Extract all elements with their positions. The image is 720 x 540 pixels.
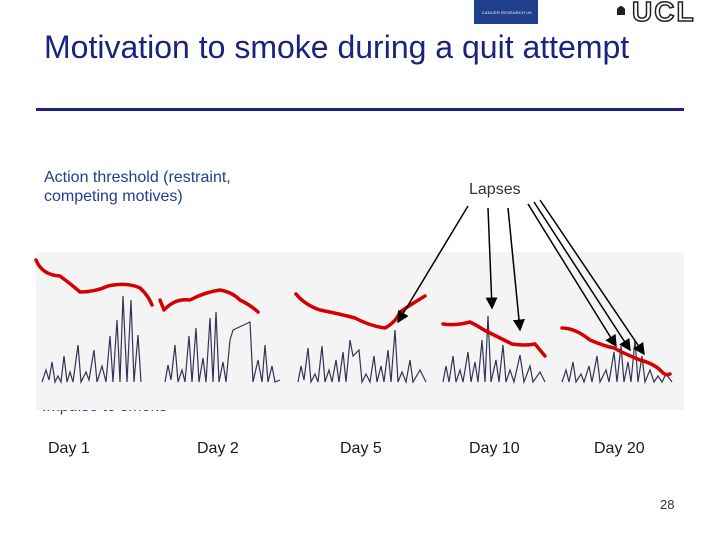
slide-title: Motivation to smoke during a quit attemp… <box>44 29 630 65</box>
day-label: Day 20 <box>594 440 645 457</box>
impulse-trace-day-2 <box>164 311 281 383</box>
threshold-line-day-2 <box>158 288 260 314</box>
ucl-logo-text: UCL <box>631 0 696 27</box>
day-label: Day 1 <box>48 440 90 457</box>
ucl-dome-icon <box>617 6 625 15</box>
lapse-arrow <box>527 203 617 348</box>
action-threshold-label: Action threshold (restraint, competing m… <box>44 169 231 205</box>
cancer-research-uk-logo: CANCER RESEARCH UK <box>474 0 538 24</box>
threshold-line-day-1 <box>34 258 154 307</box>
impulse-trace-day-10 <box>442 315 546 385</box>
day-label: Day 2 <box>197 440 239 457</box>
lapse-arrow <box>507 207 525 332</box>
impulse-trace-day-5 <box>297 329 427 385</box>
threshold-line-day-10 <box>441 320 547 358</box>
lapses-label: Lapses <box>469 181 521 198</box>
day-label: Day 10 <box>469 440 520 457</box>
lapse-arrow <box>397 205 469 324</box>
ucl-logo: UCL <box>617 0 720 27</box>
slide-number: 28 <box>660 497 675 512</box>
threshold-line-day-20 <box>560 326 672 377</box>
lapse-arrow <box>485 207 498 310</box>
title-divider <box>36 108 684 111</box>
lapse-arrow <box>533 201 631 352</box>
day-label: Day 5 <box>340 440 382 457</box>
lapse-arrow <box>539 199 645 356</box>
impulse-trace-day-1 <box>41 295 142 385</box>
diagram-panel <box>36 252 684 410</box>
cancer-research-uk-logo-text: CANCER RESEARCH UK <box>481 9 533 15</box>
impulse-trace-day-20 <box>561 339 673 385</box>
